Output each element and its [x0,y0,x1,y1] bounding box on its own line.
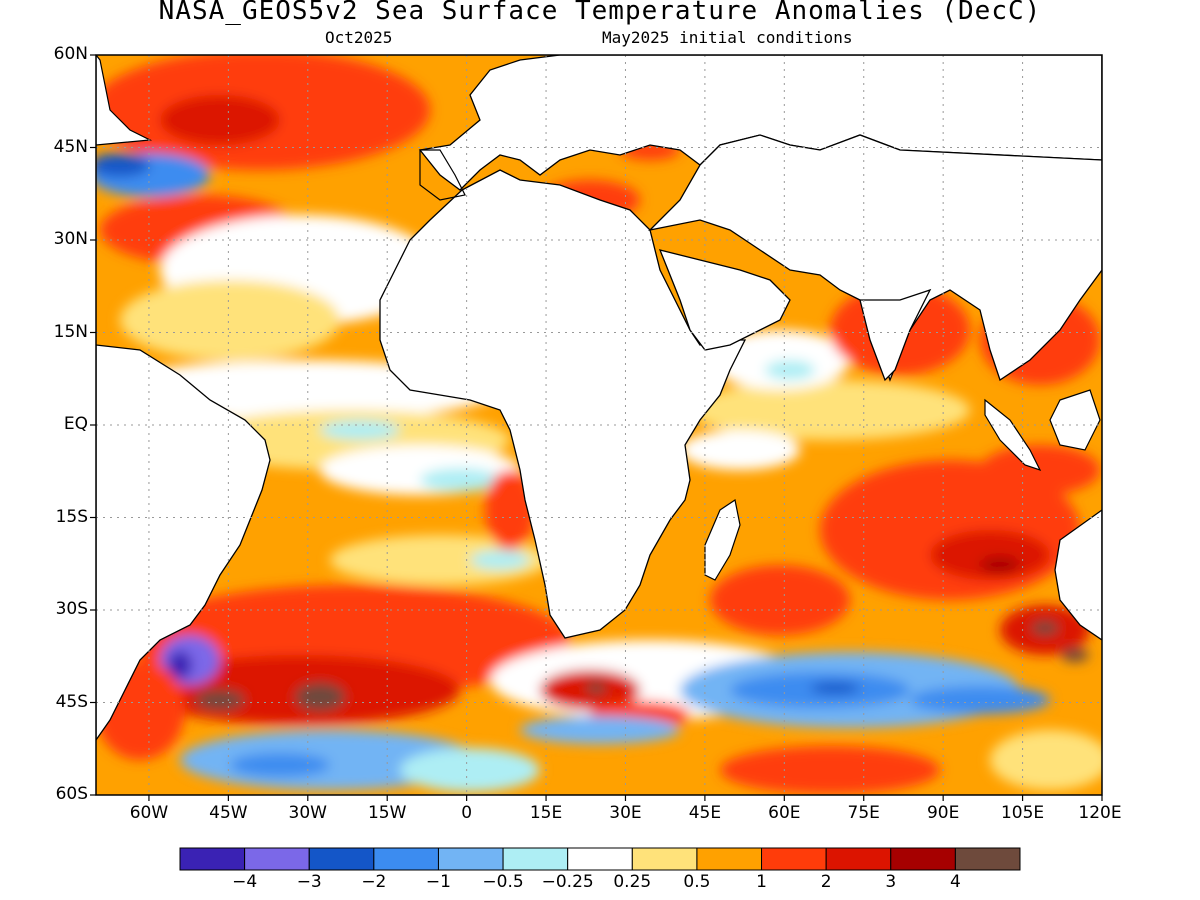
africa-landmass [379,169,747,639]
lon-label: 60E [768,803,801,823]
anomaly-patch [710,330,850,390]
colorbar-label: 0.5 [683,872,711,892]
anomaly-patch [930,530,1050,580]
colorbar-label: −0.5 [482,872,524,892]
lon-label: 30W [288,803,327,823]
anomaly-patch [680,430,800,470]
anomaly-patch [160,95,280,145]
anomaly-patch [990,730,1102,790]
initial-conditions: May2025 initial conditions [602,28,853,47]
australia-landmass [1054,509,1102,641]
north-america-landmass [96,55,153,146]
anomaly-patch [810,682,860,694]
colorbar-swatch [761,847,827,871]
colorbar-swatch [373,847,439,871]
lon-label: 30E [609,803,642,823]
colorbar-swatch [567,847,633,871]
lon-label: 15W [367,803,407,823]
anomaly-patch [720,746,940,794]
anomaly-patch [168,651,192,679]
lon-label: 60W [129,803,169,823]
colorbar [179,847,1021,871]
lat-label: 45N [53,136,88,157]
anomaly-patch [586,682,606,694]
colorbar-swatch [179,847,246,871]
colorbar-swatch [437,847,504,871]
colorbar-label: −4 [232,872,258,892]
colorbar-label: 3 [885,872,897,892]
colorbar-swatch [308,847,375,871]
lon-label: 15E [529,803,563,823]
lon-label: 45E [688,803,722,823]
colorbar-label: −0.25 [541,872,594,892]
south-america-landmass [96,344,271,742]
lat-label: 30S [55,599,88,619]
colorbar-label: 0.25 [613,872,652,892]
lat-label: 45S [55,691,88,712]
map-title: NASA_GEOS5v2 Sea Surface Temperature Ano… [158,0,1042,26]
lon-label: 45W [209,803,248,823]
colorbar-swatch [502,847,569,871]
india-landmass [859,288,932,382]
anomaly-patch [230,753,330,777]
anomaly-patch [400,748,540,792]
land [96,55,1102,742]
colorbar-swatch [825,847,892,871]
colorbar-swatch [696,847,763,871]
colorbar-label: −3 [296,872,322,892]
colorbar-label: −2 [361,872,387,892]
iberia-outline [419,149,466,201]
anomaly-patch [710,565,850,635]
colorbar-label: 4 [949,872,961,892]
colorbar-label: −1 [425,872,451,892]
lon-label: 120E [1078,803,1122,823]
colorbar-swatch [631,847,698,871]
lon-label: 0 [461,803,473,823]
asia-landmass [648,55,1102,382]
axis-ticks [90,54,1103,801]
forecast-month: Oct2025 [325,28,393,47]
anomaly-patch [330,535,550,585]
graticule [96,55,1102,795]
lon-label: 75E [847,803,880,823]
colorbar-swatch [954,847,1021,871]
borneo-landmass [1049,389,1101,451]
lat-label: 15N [53,321,88,342]
anomaly-patch [295,683,345,711]
anomaly-patch [420,468,500,492]
anomaly-patch [1031,621,1059,635]
anomaly-patch [690,380,970,440]
anomaly-patch [485,470,535,550]
anomaly-patch [195,690,245,710]
madagascar-landmass [704,499,741,581]
anomaly-patch [910,686,1050,714]
colorbar-swatch [244,847,310,871]
anomaly-patch [320,420,400,440]
anomaly-patch [470,550,530,570]
colorbar-label: 1 [756,872,767,892]
lat-label: 30N [53,229,88,249]
anomaly-patch [120,280,340,360]
lon-label: 90E [926,803,960,823]
anomaly-patch [1061,648,1089,662]
anomaly-patch [96,153,150,177]
lon-label: 105E [1000,803,1045,823]
lat-label: 60S [55,784,88,804]
lat-label: 60N [53,44,88,64]
lat-label: EQ [63,414,88,434]
colorbar-label: 2 [820,872,832,892]
arabian-peninsula [658,249,791,351]
lat-label: 15S [55,506,88,527]
colorbar-swatch [890,847,956,871]
anomaly-patch [765,360,815,380]
anomaly-patch [520,716,680,744]
anomaly-patch [980,557,1020,573]
